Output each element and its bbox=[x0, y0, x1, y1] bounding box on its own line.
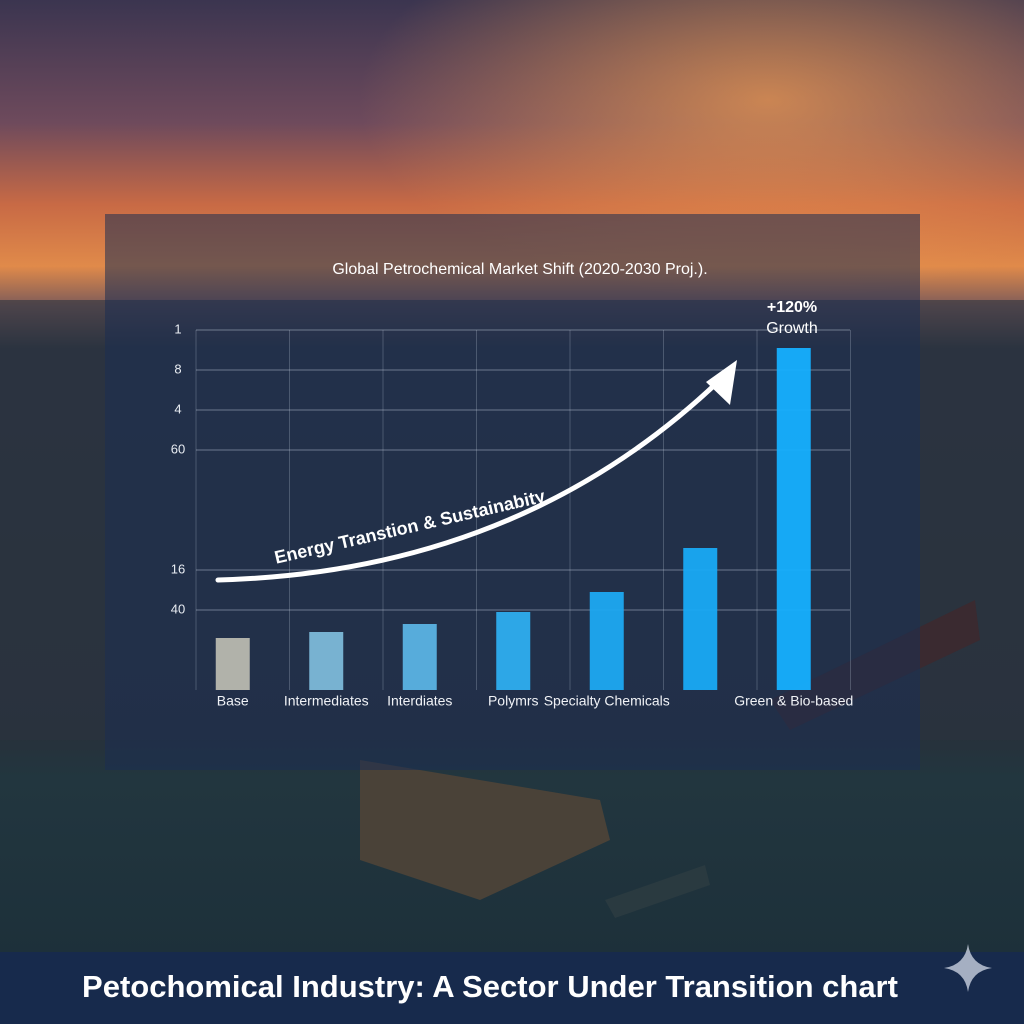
bar bbox=[215, 638, 250, 690]
y-tick-label: 8 bbox=[174, 361, 181, 376]
bar bbox=[589, 592, 624, 690]
sparkle-icon bbox=[944, 944, 992, 992]
x-tick-label: Polymrs bbox=[488, 693, 539, 709]
pier bbox=[360, 760, 610, 900]
arrow-head bbox=[706, 360, 737, 405]
growth-annotation: +120% bbox=[767, 299, 817, 316]
bar bbox=[496, 612, 531, 690]
x-tick-label: Base bbox=[217, 693, 249, 709]
y-tick-label: 60 bbox=[171, 441, 185, 456]
bar bbox=[776, 348, 811, 690]
x-tick-label: Intermediates bbox=[284, 693, 369, 709]
bar bbox=[309, 632, 344, 690]
bar bbox=[683, 548, 718, 690]
trend-arrow bbox=[215, 375, 725, 583]
caption-band bbox=[0, 952, 1024, 1024]
y-tick-label: 16 bbox=[171, 561, 185, 576]
y-tick-label: 1 bbox=[174, 321, 181, 336]
tugboat bbox=[605, 865, 710, 918]
caption: Petochomical Industry: A Sector Under Tr… bbox=[82, 969, 898, 1004]
y-tick-label: 4 bbox=[174, 401, 181, 416]
y-tick-label: 40 bbox=[171, 601, 185, 616]
x-tick-label: Interdiates bbox=[387, 693, 452, 709]
x-tick-label: Specialty Chemicals bbox=[544, 693, 670, 709]
growth-annotation: Growth bbox=[766, 320, 818, 337]
x-tick-label: Green & Bio-based bbox=[734, 693, 853, 709]
chart-title: Global Petrochemical Market Shift (2020-… bbox=[332, 261, 707, 278]
bar bbox=[402, 624, 437, 690]
plot: 1 8 4 60 16 40 Base Intermediates Interdiates Pol… bbox=[171, 321, 854, 708]
